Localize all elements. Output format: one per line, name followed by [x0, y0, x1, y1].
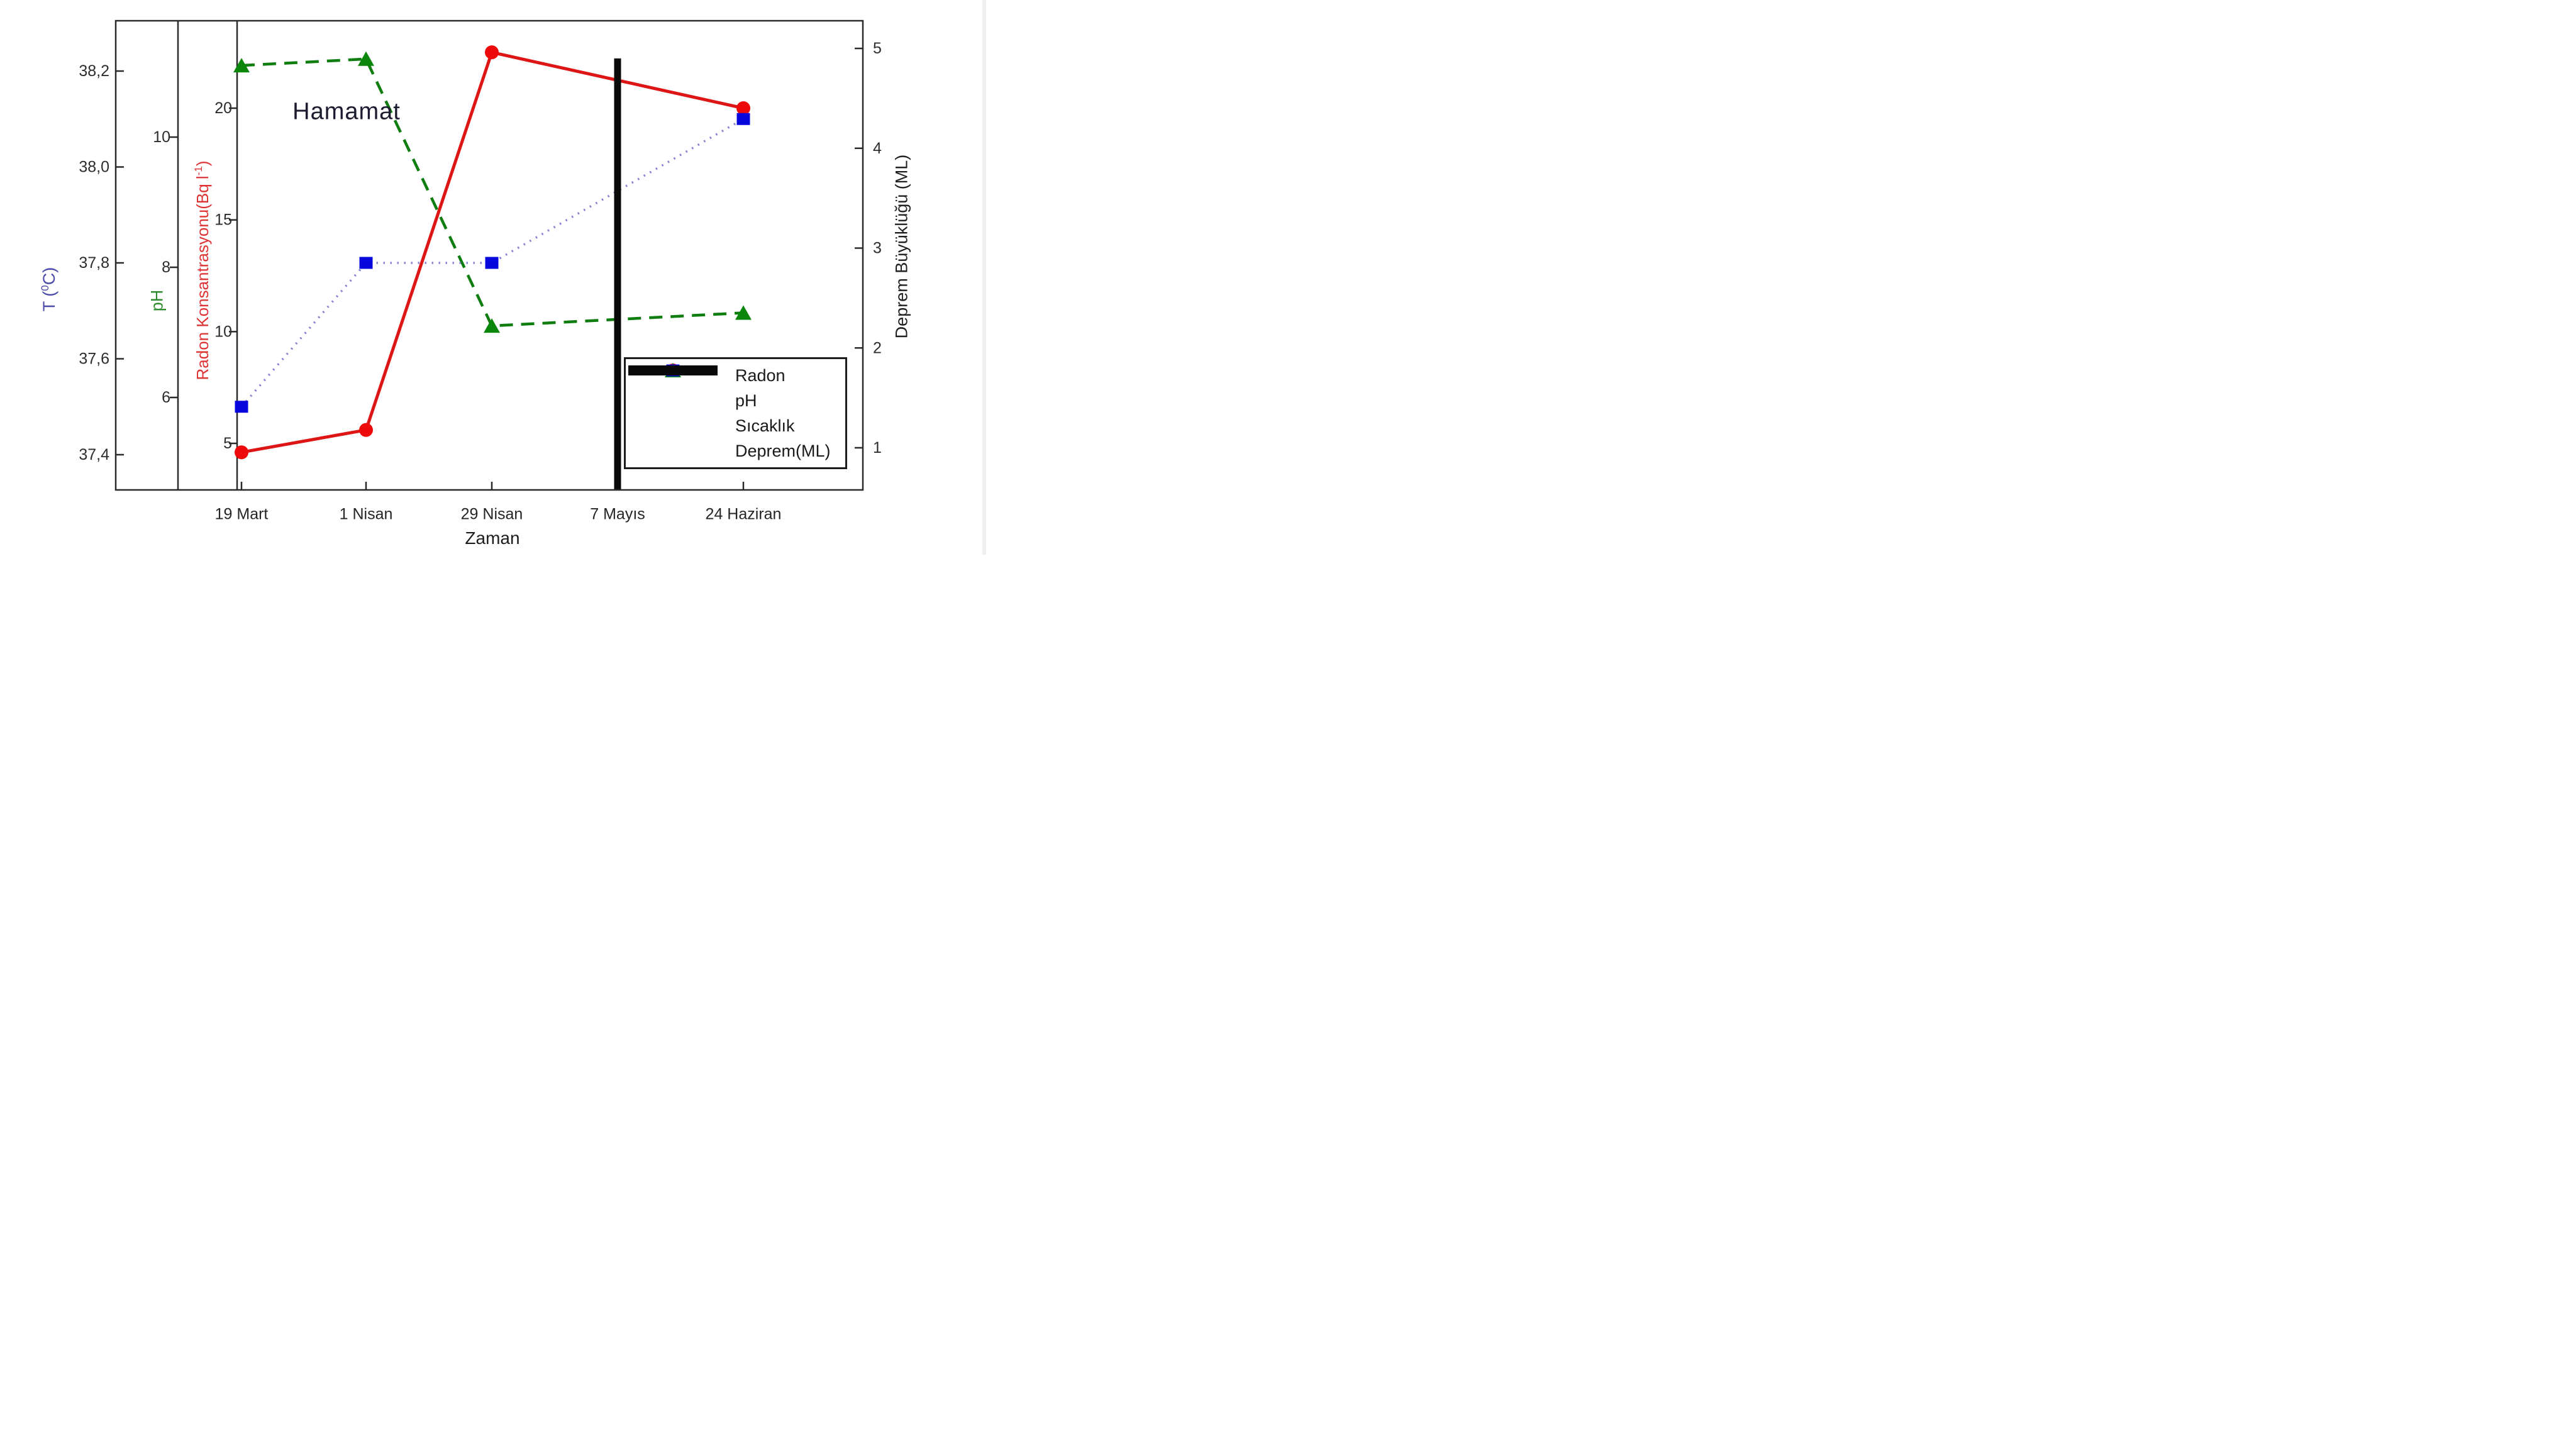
Sıcaklık-marker: [736, 113, 750, 125]
radon-axis-label-text: Radon Konsantrasyonu(Bq l: [192, 175, 212, 380]
plot-frame: [114, 19, 864, 491]
x-tick-label: 19 Mart: [215, 506, 269, 523]
legend-item-sicaklik: Sıcaklık: [626, 364, 845, 438]
legend-item-ph: pH: [626, 363, 845, 413]
Deprem(ML)-legend-bar: [628, 365, 718, 375]
temperature-axis-label-sup: 0: [39, 285, 51, 291]
Deprem(ML)-bar: [614, 58, 621, 490]
x-tick-label: 24 Haziran: [706, 506, 782, 523]
ml-tick-label: 4: [873, 140, 882, 157]
chart-title: Hamamat: [292, 98, 401, 125]
legend-label-radon: Radon: [735, 365, 786, 385]
t-tick-label: 38,2: [79, 62, 109, 80]
magnitude-axis-label: Deprem Büyüklüğü (ML): [892, 154, 911, 339]
Deprem(ML)-legend-glyph: [628, 365, 718, 375]
legend-item-deprem: Deprem(ML): [626, 365, 845, 464]
Sıcaklık-marker: [485, 257, 499, 269]
temperature-axis-label-text: T (: [40, 291, 58, 312]
t-tick-label: 37,8: [79, 254, 109, 272]
ml-tick-label: 2: [873, 339, 882, 357]
right-edge-band: [982, 0, 986, 555]
x-axis-label: Zaman: [465, 528, 520, 548]
Radon-marker: [235, 445, 248, 460]
pH-marker: [484, 318, 500, 333]
legend-box: Radon pH Sıcaklık Deprem(ML): [624, 357, 847, 469]
ph-tick-label: 10: [153, 128, 170, 146]
x-tick-label: 29 Nisan: [461, 506, 523, 523]
ph-tick-label: 8: [162, 258, 170, 276]
chart-figure: 38,2 38,0 37,8 37,6 37,4 10 8 6 20 15 10 5 5 4 3 2 1 19 M…: [0, 0, 986, 555]
legend-label-deprem: Deprem(ML): [735, 441, 831, 460]
x-tick-label: 1 Nisan: [340, 506, 393, 523]
radon-tick-label: 5: [223, 435, 232, 452]
Radon-marker: [485, 45, 499, 60]
radon-tick-label: 20: [214, 99, 232, 117]
radon-axis-label-sup: -1: [192, 166, 205, 176]
ml-tick-label: 5: [873, 40, 882, 57]
earthquake-legend-sample: [628, 365, 726, 462]
legend-label-sicaklik: Sıcaklık: [735, 416, 795, 435]
chart-plot-svg: 38,2 38,0 37,8 37,6 37,4 10 8 6 20 15 10 5 5 4 3 2 1 19 M…: [79, 19, 882, 523]
temperature-legend-sample: [628, 364, 726, 437]
Radon-marker: [736, 101, 750, 115]
Sıcaklık-marker: [359, 257, 373, 269]
temperature-axis-label-unit: C): [40, 267, 58, 286]
Sıcaklık-marker: [235, 401, 248, 413]
ph-axis-label: pH: [147, 289, 167, 312]
radon-axis-label: Radon Konsantrasyonu(Bq l-1): [192, 161, 213, 380]
legend-label-ph: pH: [735, 391, 757, 410]
temperature-axis-label: T (0C): [39, 267, 59, 311]
ml-tick-label: 1: [873, 439, 882, 457]
x-tick-label: 7 Mayıs: [590, 506, 645, 523]
ml-tick-label: 3: [873, 240, 882, 257]
pH-marker: [735, 305, 752, 320]
ph-tick-label: 6: [162, 389, 170, 406]
t-tick-label: 37,6: [79, 350, 109, 368]
Radon-marker: [359, 423, 373, 437]
ph-legend-sample: [628, 363, 726, 412]
t-tick-label: 37,4: [79, 446, 109, 464]
pH-marker: [233, 58, 250, 73]
t-tick-label: 38,0: [79, 158, 109, 176]
radon-tick-label: 15: [214, 211, 232, 229]
pH-marker: [358, 51, 374, 66]
radon-axis-label-close: ): [192, 160, 212, 167]
radon-tick-label: 10: [214, 323, 232, 340]
